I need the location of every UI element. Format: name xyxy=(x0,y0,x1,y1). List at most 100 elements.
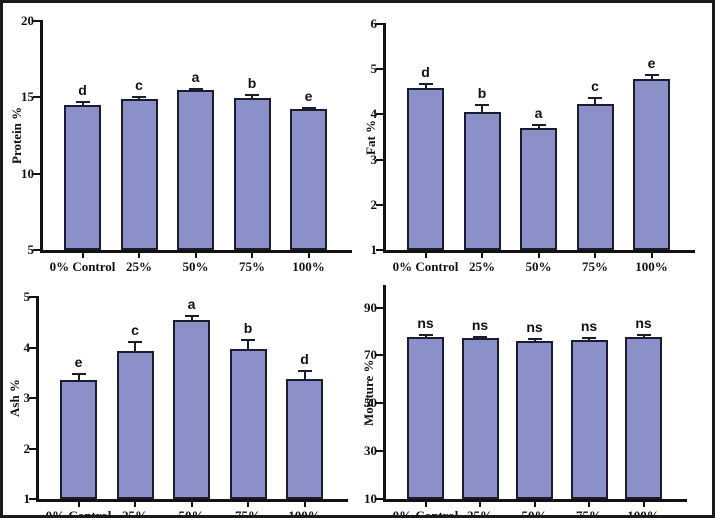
x-tick-mark xyxy=(247,502,249,507)
y-tick-label: 90 xyxy=(364,299,377,315)
x-tick-label: 50% xyxy=(525,259,552,274)
error-bar xyxy=(251,95,253,101)
x-tick-label: 100% xyxy=(627,508,660,518)
error-bar xyxy=(303,371,306,382)
bar xyxy=(520,127,557,250)
bar xyxy=(570,339,608,499)
y-tick-label: 2 xyxy=(23,440,31,456)
error-bar xyxy=(650,74,653,82)
bar xyxy=(407,88,444,250)
fat-y-axis-label: Fat % xyxy=(363,119,378,155)
x-tick-label: 100% xyxy=(292,259,325,274)
x-tick-label: 75% xyxy=(235,508,261,518)
x-tick-mark xyxy=(77,502,80,507)
error-bar-cap xyxy=(644,73,659,76)
significance-letter: ns xyxy=(635,315,652,332)
error-bar-cap xyxy=(582,336,596,339)
x-tick-label: 0% Control xyxy=(392,508,459,518)
y-tick-label: 10 xyxy=(364,491,377,506)
y-tick-mark xyxy=(376,23,383,25)
error-bar-cap xyxy=(418,83,433,86)
y-tick-mark xyxy=(376,249,383,251)
significance-letter: c xyxy=(591,78,599,95)
x-tick-label: 0% Control xyxy=(45,508,112,518)
y-tick-mark xyxy=(29,447,36,450)
moisture-plot-area: 10 30 50 70 90 ns 0% Control ns 25% ns 50% ns 75% ns 1… xyxy=(364,285,687,515)
bar xyxy=(633,79,670,250)
protein-plot-area: 5 10 15 20 d 0% Control c 25% a 50% b 75% e 100% xyxy=(21,13,352,274)
error-bar xyxy=(424,335,427,340)
x-tick-mark xyxy=(594,253,596,258)
significance-letter: ns xyxy=(580,317,598,334)
fat-plot-area: 1 2 3 4 5 6 d 0% Control b 25% a 50% c 75% e 100% xyxy=(371,16,695,274)
significance-letter: b xyxy=(477,84,487,101)
significance-letter: d xyxy=(78,81,87,98)
x-axis-line xyxy=(383,499,687,502)
bar xyxy=(177,90,214,250)
bar xyxy=(625,337,662,499)
x-axis-line xyxy=(383,250,695,253)
error-bar xyxy=(138,96,140,101)
x-tick-mark xyxy=(650,253,653,258)
y-tick-mark xyxy=(33,172,40,175)
error-bar xyxy=(537,125,540,130)
x-tick-mark xyxy=(307,253,310,258)
significance-letter: ns xyxy=(526,318,543,335)
y-tick-mark xyxy=(29,346,36,349)
error-bar-cap xyxy=(75,100,90,103)
ash-plot-area: 1 2 3 4 5 e 0% Control c 25% a 50% b 75% d 100% xyxy=(24,289,348,515)
error-bar xyxy=(307,107,310,111)
y-tick-label: 15 xyxy=(21,89,34,105)
protein-y-axis-label: Protein % xyxy=(9,106,24,165)
ash-y-axis-label: Ash % xyxy=(7,379,22,417)
error-bar xyxy=(533,338,536,343)
y-tick-mark xyxy=(33,249,40,251)
significance-letter: c xyxy=(131,322,139,339)
error-bar-cap xyxy=(473,335,487,338)
bar xyxy=(461,338,499,499)
y-tick-label: 4 xyxy=(23,339,31,355)
x-tick-label: 25% xyxy=(467,508,493,518)
error-bar xyxy=(77,374,80,383)
x-tick-mark xyxy=(588,502,590,507)
y-tick-mark xyxy=(33,20,40,22)
error-bar-cap xyxy=(184,314,199,317)
y-tick-mark xyxy=(376,203,383,206)
y-tick-label: 70 xyxy=(364,347,377,363)
significance-letter: e xyxy=(304,87,313,104)
error-bar-cap xyxy=(527,337,542,340)
bar xyxy=(290,108,327,250)
x-tick-mark xyxy=(424,502,427,507)
error-bar xyxy=(594,98,596,107)
x-tick-mark xyxy=(424,253,427,258)
y-axis-line xyxy=(383,23,386,253)
y-tick-label: 1 xyxy=(23,491,31,506)
significance-letter: b xyxy=(243,319,253,336)
x-tick-mark xyxy=(81,253,84,258)
error-bar xyxy=(134,342,136,353)
x-tick-mark xyxy=(303,502,306,507)
error-bar-cap xyxy=(418,334,433,337)
y-tick-label: 5 xyxy=(27,242,35,257)
x-tick-mark xyxy=(134,502,136,507)
y-axis-line xyxy=(36,296,39,502)
x-tick-mark xyxy=(533,502,536,507)
x-tick-mark xyxy=(537,253,540,258)
y-tick-mark xyxy=(33,96,40,99)
bar xyxy=(576,104,614,250)
error-bar-cap xyxy=(71,373,86,376)
y-tick-label: 5 xyxy=(370,61,378,77)
x-tick-label: 0% Control xyxy=(49,259,116,274)
bar xyxy=(407,337,444,499)
error-bar xyxy=(642,335,645,340)
y-tick-label: 4 xyxy=(370,106,378,122)
significance-letter: a xyxy=(187,295,196,312)
x-tick-label: 50% xyxy=(521,508,548,518)
y-tick-mark xyxy=(376,306,383,309)
significance-letter: d xyxy=(421,64,430,81)
x-tick-label: 25% xyxy=(122,508,148,518)
error-bar xyxy=(424,84,427,91)
error-bar xyxy=(194,88,197,93)
x-tick-label: 25% xyxy=(126,259,152,274)
